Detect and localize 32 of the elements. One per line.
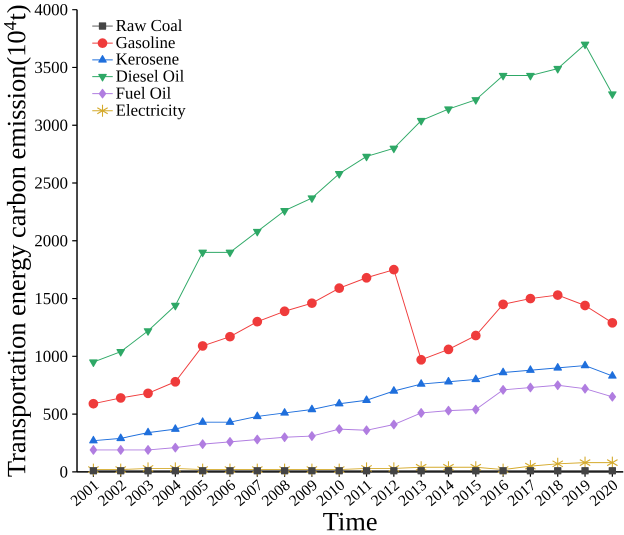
y-tick-label: 500 — [44, 408, 68, 420]
x-tick-label: 2001 — [70, 480, 100, 507]
y-tick-label: 0 — [60, 466, 68, 478]
x-tick-label: 2019 — [562, 480, 590, 507]
legend-label: Electricity — [116, 104, 186, 120]
x-tick-label: 2014 — [425, 480, 454, 507]
y-tick-label: 2500 — [35, 178, 68, 189]
y-tick-label: 3000 — [35, 120, 68, 132]
y-tick-label: 3500 — [35, 62, 68, 74]
x-tick-label: 2002 — [98, 480, 127, 507]
x-tick-label: 2020 — [589, 480, 618, 507]
y-axis-title: Transportation energy carbon emission(10$^{4}$t) — [4, 6, 31, 477]
y-tick-label: 4000 — [34, 4, 68, 16]
x-tick-label: 2018 — [534, 480, 563, 507]
legend-label: Fuel Oil — [116, 87, 171, 99]
y-tick-label: 2000 — [35, 235, 68, 247]
x-tick-label: 2013 — [398, 480, 426, 507]
y-tick-label: 1000 — [36, 350, 68, 362]
x-tick-label: 2009 — [288, 480, 316, 507]
y-tick-label: 1500 — [36, 293, 68, 304]
x-tick-label: 2003 — [124, 480, 153, 507]
x-tick-label: 2008 — [262, 480, 290, 507]
x-tick-label: 2012 — [370, 480, 400, 507]
x-tick-label: 2004 — [152, 480, 181, 507]
legend-label: Gasoline — [116, 36, 175, 48]
x-tick-label: 2011 — [344, 480, 372, 506]
legend-label: Kerosene — [116, 54, 179, 65]
x-axis-title: Time — [323, 513, 377, 531]
x-tick-label: 2005 — [180, 480, 208, 507]
x-tick-label: 2010 — [316, 480, 344, 507]
legend-label: Diesel Oil — [116, 70, 184, 82]
legend-label: Raw Coal — [116, 20, 182, 32]
